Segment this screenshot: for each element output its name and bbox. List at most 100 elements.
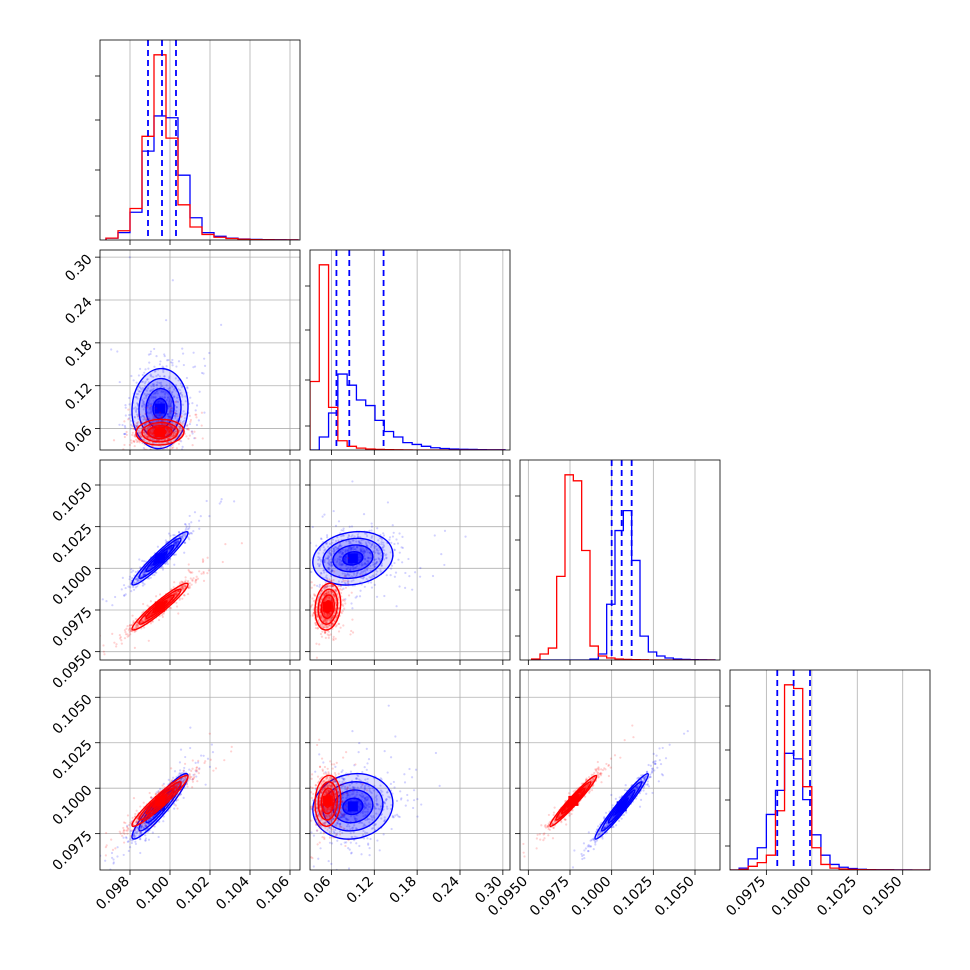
sample-point — [175, 400, 178, 403]
sample-point — [132, 588, 136, 591]
sample-point — [187, 471, 189, 473]
sample-point — [170, 399, 173, 402]
sample-point — [376, 551, 379, 554]
y-tick-label: 0.1050 — [50, 479, 96, 525]
sample-point — [181, 403, 185, 406]
sample-point — [167, 402, 170, 405]
sample-point — [138, 435, 142, 438]
sample-point — [132, 581, 135, 584]
sample-point — [150, 405, 153, 409]
sample-point — [154, 468, 156, 470]
sample-point — [167, 598, 170, 601]
sample-point — [105, 600, 108, 603]
sample-point — [133, 646, 136, 649]
sample-point — [188, 522, 191, 526]
sample-point — [318, 583, 321, 586]
sample-point — [181, 580, 184, 584]
sample-point — [124, 630, 127, 634]
sample-point — [172, 427, 175, 430]
sample-point — [161, 422, 164, 426]
x-tick-label: 0.1050 — [860, 874, 906, 920]
sample-point — [343, 599, 346, 602]
sample-point — [184, 529, 187, 532]
sample-point — [149, 350, 153, 353]
sample-point — [394, 571, 398, 574]
sample-point — [390, 541, 393, 544]
sample-point — [162, 369, 165, 372]
sample-point — [194, 581, 197, 584]
sample-point — [147, 353, 151, 356]
sample-point — [174, 541, 177, 544]
sample-point — [138, 385, 141, 389]
sample-point — [155, 374, 158, 378]
sample-point — [162, 420, 165, 423]
sample-point — [350, 629, 353, 633]
sample-point — [134, 578, 137, 581]
sample-point — [338, 544, 342, 547]
sample-point — [156, 545, 160, 548]
sample-point — [150, 433, 154, 436]
sample-point — [138, 441, 141, 444]
sample-point — [135, 408, 138, 411]
sample-point — [123, 594, 126, 597]
sample-point — [144, 560, 148, 563]
sample-point — [172, 454, 174, 456]
sample-point — [332, 548, 336, 551]
sample-point — [323, 586, 326, 590]
sample-point — [344, 582, 348, 585]
sample-point — [169, 546, 173, 550]
sample-point — [101, 598, 104, 601]
sample-point — [326, 579, 329, 583]
sample-point — [136, 624, 140, 627]
sample-point — [136, 622, 139, 625]
sample-point — [176, 396, 179, 399]
sample-point — [184, 541, 187, 544]
sample-point — [144, 380, 147, 383]
sample-point — [153, 462, 155, 464]
sample-point — [146, 426, 149, 429]
sample-point — [136, 407, 139, 410]
sample-point — [341, 599, 344, 602]
sample-point — [315, 656, 319, 659]
sample-point — [168, 432, 171, 435]
sample-point — [134, 425, 137, 428]
sample-point — [155, 389, 159, 393]
sample-point — [146, 451, 148, 453]
sample-point — [153, 415, 156, 418]
sample-point — [351, 607, 354, 610]
sample-point — [355, 546, 359, 549]
sample-point — [152, 428, 155, 431]
sample-point — [306, 560, 308, 562]
sample-point — [373, 563, 376, 566]
sample-point — [177, 379, 180, 382]
sample-point — [169, 597, 172, 600]
sample-point — [193, 511, 197, 514]
sample-point — [366, 544, 369, 547]
sample-point — [333, 558, 336, 561]
sample-point — [150, 431, 154, 434]
sample-point — [124, 432, 127, 436]
sample-point — [177, 589, 180, 593]
sample-point — [331, 569, 334, 572]
sample-point — [181, 347, 184, 350]
sample-point — [153, 423, 156, 427]
sample-point — [360, 539, 363, 542]
sample-point — [63, 378, 65, 380]
sample-point — [148, 431, 151, 434]
sample-point — [189, 746, 192, 750]
sample-point — [166, 500, 168, 502]
sample-point — [183, 424, 186, 427]
sample-point — [191, 402, 194, 405]
sample-point — [342, 580, 345, 583]
sample-point — [379, 570, 382, 573]
sample-point — [146, 393, 149, 396]
sample-point — [138, 413, 141, 416]
sample-point — [149, 404, 152, 407]
sample-point — [330, 569, 334, 572]
sample-point — [159, 383, 163, 386]
sample-point — [172, 435, 175, 438]
sample-point — [200, 411, 204, 414]
sample-point — [362, 513, 366, 516]
sample-point — [181, 536, 184, 539]
sample-point — [349, 540, 352, 543]
